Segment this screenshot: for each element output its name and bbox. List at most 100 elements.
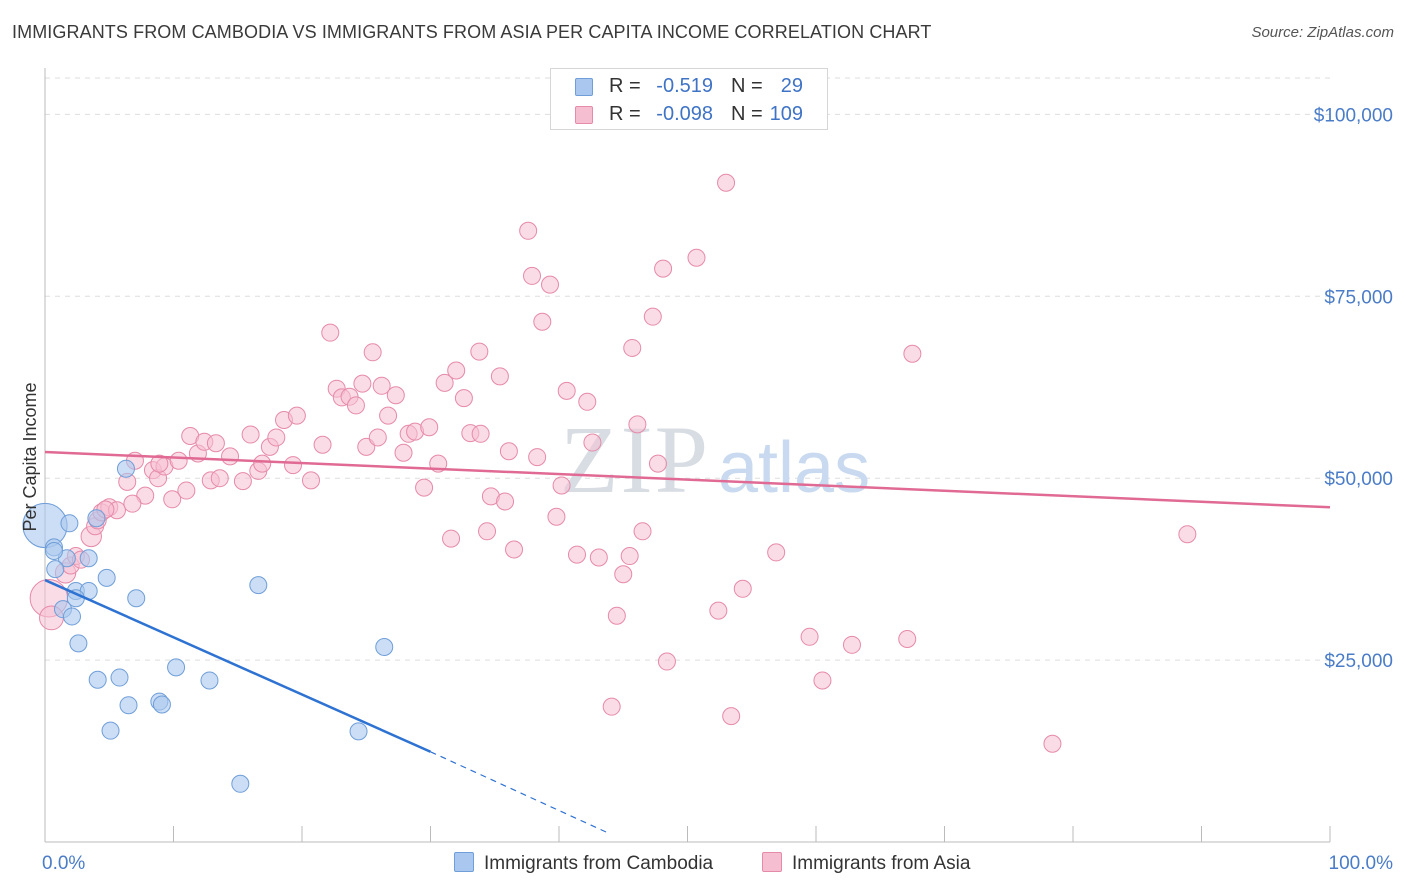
data-point-asia <box>567 545 586 564</box>
data-point-asia <box>177 481 196 500</box>
correlation-legend: R = -0.519 N = 29 R = -0.098 N = 109 <box>550 68 828 130</box>
data-point-asia <box>394 443 413 462</box>
legend-swatch-asia <box>575 106 593 124</box>
data-point-asia <box>123 494 142 513</box>
data-point-cambodia <box>62 607 81 626</box>
data-point-cambodia <box>375 637 394 656</box>
data-point-asia <box>1178 525 1197 544</box>
data-point-asia <box>386 386 405 405</box>
data-point-asia <box>470 342 489 361</box>
data-point-asia <box>379 406 398 425</box>
data-point-asia <box>321 323 340 342</box>
data-point-cambodia <box>231 774 250 793</box>
data-point-asia <box>523 266 542 285</box>
data-point-asia <box>767 543 786 562</box>
data-point-asia <box>478 522 497 541</box>
legend-swatch-asia <box>762 852 782 872</box>
data-point-asia <box>717 173 736 192</box>
y-tick-label: $100,000 <box>1314 105 1393 126</box>
series-asia-points <box>29 173 1197 753</box>
y-tick-label: $25,000 <box>1324 651 1393 672</box>
legend-n-label: N = <box>731 75 763 97</box>
data-point-asia <box>602 697 621 716</box>
data-point-asia <box>447 361 466 380</box>
data-point-cambodia <box>97 568 116 587</box>
data-point-cambodia <box>110 668 129 687</box>
legend-r-value: -0.098 <box>656 103 713 125</box>
data-point-asia <box>800 627 819 646</box>
data-point-asia <box>533 312 552 331</box>
watermark-atlas: atlas <box>718 428 870 508</box>
data-point-asia <box>471 424 490 443</box>
data-point-asia <box>583 433 602 452</box>
data-point-asia <box>490 367 509 386</box>
data-point-cambodia <box>87 509 106 528</box>
data-point-asia <box>623 338 642 357</box>
data-point-asia <box>368 428 387 447</box>
data-point-asia <box>353 374 372 393</box>
data-point-asia <box>499 442 518 461</box>
data-point-asia <box>648 454 667 473</box>
legend-swatch-cambodia <box>575 78 593 96</box>
data-point-asia <box>589 548 608 567</box>
data-point-asia <box>709 601 728 620</box>
data-point-asia <box>557 381 576 400</box>
data-point-asia <box>1043 734 1062 753</box>
data-point-asia <box>253 454 272 473</box>
legend-r-value: -0.519 <box>656 75 713 97</box>
data-point-asia <box>547 507 566 526</box>
data-point-asia <box>628 415 647 434</box>
trendline-asia <box>44 450 1331 509</box>
data-point-cambodia <box>116 459 135 478</box>
data-point-asia <box>614 565 633 584</box>
data-point-asia <box>578 392 597 411</box>
data-point-cambodia <box>167 658 186 677</box>
data-point-asia <box>842 635 861 654</box>
legend-label-cambodia: Immigrants from Cambodia <box>484 853 714 874</box>
data-point-asia <box>233 472 252 491</box>
legend-item-asia[interactable]: Immigrants from Asia <box>762 852 970 875</box>
x-tick-label: 0.0% <box>42 853 85 874</box>
chart-title: IMMIGRANTS FROM CAMBODIA VS IMMIGRANTS F… <box>12 22 932 42</box>
data-point-asia <box>607 606 626 625</box>
data-point-asia <box>313 435 332 454</box>
legend-n-value: 109 <box>769 103 803 125</box>
data-point-cambodia <box>101 721 120 740</box>
data-point-asia <box>496 492 515 511</box>
legend-item-cambodia[interactable]: Immigrants from Cambodia <box>454 852 713 875</box>
series-cambodia-points <box>22 459 394 793</box>
data-point-cambodia <box>249 576 268 595</box>
data-point-cambodia <box>60 514 79 533</box>
data-point-cambodia <box>349 722 368 741</box>
data-point-asia <box>169 451 188 470</box>
data-point-asia <box>415 478 434 497</box>
data-point-asia <box>163 490 182 509</box>
data-point-cambodia <box>69 634 88 653</box>
data-point-asia <box>284 456 303 475</box>
data-point-cambodia <box>152 695 171 714</box>
data-point-asia <box>346 396 365 415</box>
legend-label-asia: Immigrants from Asia <box>792 853 971 874</box>
legend-r-label: R = <box>609 103 641 125</box>
data-point-asia <box>241 425 260 444</box>
data-point-asia <box>372 376 391 395</box>
data-point-asia <box>136 486 155 505</box>
data-point-asia <box>420 418 439 437</box>
y-axis-label: Per Capita Income <box>20 382 40 531</box>
data-point-asia <box>633 522 652 541</box>
data-point-asia <box>206 434 225 453</box>
data-point-asia <box>528 448 547 467</box>
data-point-cambodia <box>46 560 65 579</box>
data-point-asia <box>898 629 917 648</box>
axes <box>44 68 1331 843</box>
data-point-asia <box>620 547 639 566</box>
data-point-cambodia <box>119 696 138 715</box>
legend-row-asia: R = -0.098 N = 109 <box>551 101 827 129</box>
legend-r-label: R = <box>609 75 641 97</box>
data-point-asia <box>267 428 286 447</box>
legend-row-cambodia: R = -0.519 N = 29 <box>551 73 827 101</box>
data-point-asia <box>210 469 229 488</box>
data-point-asia <box>287 406 306 425</box>
data-point-cambodia <box>79 549 98 568</box>
